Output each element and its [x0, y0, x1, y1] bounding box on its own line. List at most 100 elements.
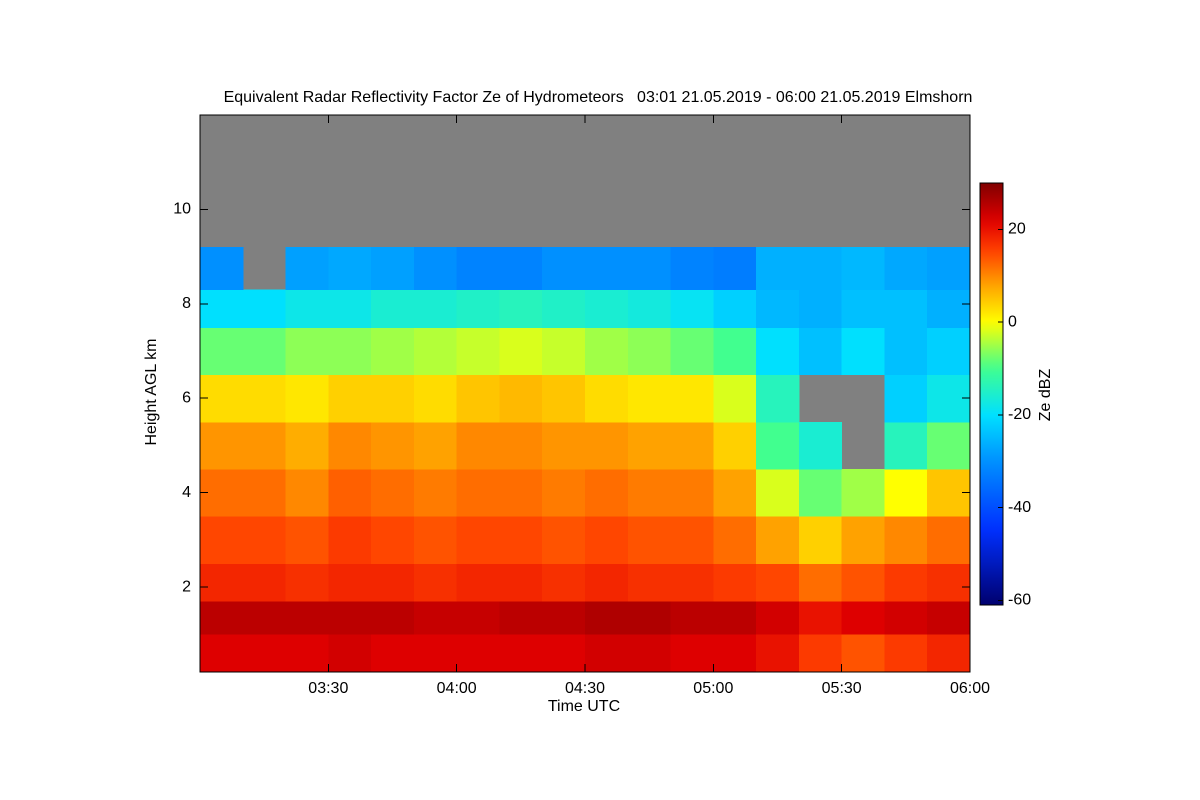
heatmap-cell	[841, 289, 885, 328]
heatmap-cell	[670, 601, 714, 635]
heatmap-cell	[884, 289, 928, 328]
heatmap-cell	[328, 563, 372, 602]
heatmap-cell	[242, 634, 287, 673]
colorbar-tick-label: -60	[1008, 592, 1031, 609]
heatmap-cell	[627, 516, 672, 564]
heatmap-cell	[585, 421, 629, 470]
heatmap-cell	[756, 247, 800, 291]
heatmap-cell	[499, 563, 543, 602]
heatmap-cell	[670, 374, 714, 423]
heatmap-cell	[499, 601, 543, 635]
heatmap-cell	[713, 563, 757, 602]
heatmap-cell	[841, 601, 885, 635]
heatmap-cell	[713, 601, 757, 635]
heatmap-cell	[756, 421, 800, 470]
heatmap-cell	[798, 327, 843, 376]
heatmap-cell	[841, 327, 885, 376]
heatmap-cell	[627, 421, 672, 470]
heatmap-cell	[884, 469, 928, 517]
heatmap-cell	[456, 634, 500, 673]
heatmap-cell	[756, 516, 800, 564]
heatmap-cell	[285, 327, 329, 376]
heatmap-cell	[756, 634, 800, 673]
heatmap-cell	[713, 469, 757, 517]
heatmap-cell	[413, 327, 458, 376]
heatmap-cell	[413, 469, 458, 517]
heatmap-cell	[285, 247, 329, 291]
heatmap-cell	[798, 601, 843, 635]
heatmap-cell	[627, 563, 672, 602]
heatmap-cell	[713, 327, 757, 376]
heatmap-cell	[413, 247, 458, 291]
colorbar-label: Ze dBZ	[1037, 369, 1054, 422]
heatmap-cell	[542, 469, 586, 517]
heatmap-cell	[841, 247, 885, 291]
heatmap-cell	[841, 563, 885, 602]
x-tick-label: 05:30	[822, 680, 862, 697]
heatmap-cell	[542, 634, 586, 673]
heatmap-cell	[371, 327, 415, 376]
heatmap-cell	[456, 421, 500, 470]
heatmap-cell	[542, 601, 586, 635]
heatmap-cell	[413, 601, 458, 635]
heatmap-cell	[413, 563, 458, 602]
heatmap-cell	[328, 289, 372, 328]
heatmap-cell	[884, 634, 928, 673]
heatmap-cell	[200, 327, 244, 376]
heatmap-cell	[927, 563, 971, 602]
colorbar-tick-label: 0	[1008, 313, 1017, 330]
heatmap-cell	[670, 421, 714, 470]
heatmap-cell	[713, 374, 757, 423]
heatmap-cell	[328, 516, 372, 564]
heatmap-cell	[798, 289, 843, 328]
heatmap-cell	[884, 374, 928, 423]
x-tick-label: 04:30	[565, 680, 605, 697]
heatmap-cell	[542, 516, 586, 564]
heatmap-cell	[627, 327, 672, 376]
heatmap-cell	[585, 634, 629, 673]
heatmap-cell	[413, 421, 458, 470]
heatmap-cell	[242, 563, 287, 602]
heatmap-cell	[200, 516, 244, 564]
heatmap-cell	[456, 469, 500, 517]
heatmap-cell	[713, 289, 757, 328]
heatmap-cell	[798, 421, 843, 470]
heatmap-cell	[242, 374, 287, 423]
heatmap-cell	[499, 469, 543, 517]
heatmap-cell	[242, 469, 287, 517]
heatmap-cell	[542, 421, 586, 470]
heatmap-cell	[585, 374, 629, 423]
heatmap-cell	[499, 247, 543, 291]
heatmap-cell	[328, 634, 372, 673]
y-tick-label: 6	[182, 389, 191, 406]
heatmap-cell	[242, 601, 287, 635]
heatmap-cell	[627, 634, 672, 673]
heatmap-cell	[542, 289, 586, 328]
heatmap-cell	[371, 374, 415, 423]
heatmap-cell	[285, 421, 329, 470]
heatmap-cell	[328, 469, 372, 517]
y-axis-label: Height AGL km	[143, 338, 160, 445]
heatmap-cell	[670, 327, 714, 376]
heatmap-cell	[670, 634, 714, 673]
y-tick-label: 4	[182, 484, 191, 501]
heatmap-cell	[756, 327, 800, 376]
heatmap-cell	[200, 289, 244, 328]
x-tick-label: 06:00	[950, 680, 990, 697]
heatmap-cell	[456, 563, 500, 602]
heatmap-cell	[756, 374, 800, 423]
heatmap-cell	[499, 516, 543, 564]
heatmap-cell	[798, 563, 843, 602]
heatmap-cell	[585, 563, 629, 602]
heatmap-cell	[756, 469, 800, 517]
heatmap-cell	[670, 469, 714, 517]
heatmap-cell	[670, 563, 714, 602]
heatmap-cell	[285, 469, 329, 517]
heatmap-cell	[585, 289, 629, 328]
heatmap-cell	[242, 421, 287, 470]
heatmap-cell	[841, 469, 885, 517]
heatmap-cell	[242, 327, 287, 376]
heatmap-cell	[285, 289, 329, 328]
heatmap-cell	[371, 563, 415, 602]
heatmap-cell	[542, 563, 586, 602]
